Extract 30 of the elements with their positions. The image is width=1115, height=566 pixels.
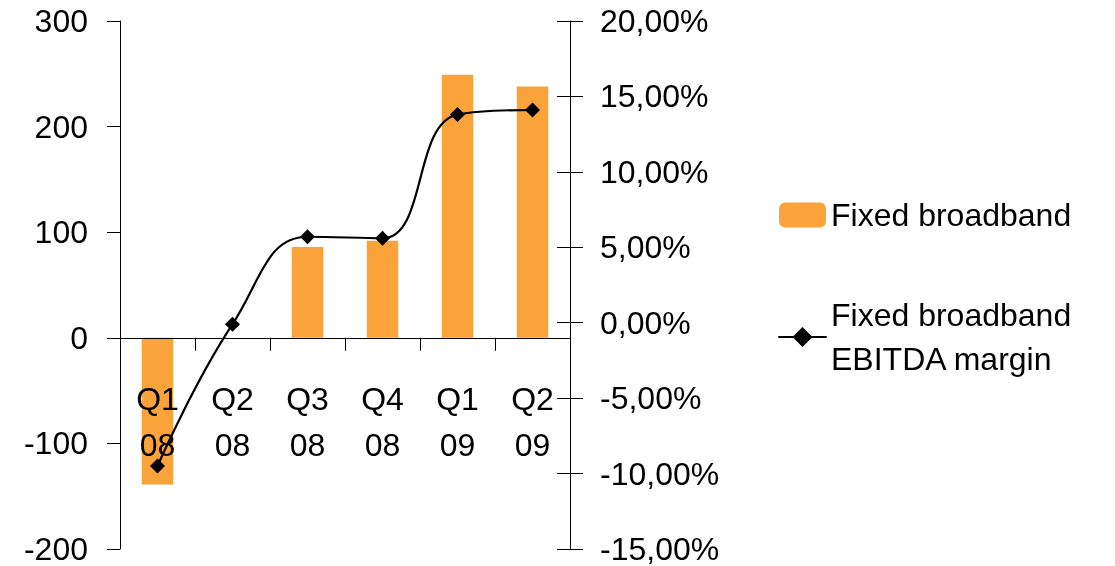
y2-tick-label: 0,00%	[600, 304, 691, 341]
x-tick-label: Q4 08	[361, 380, 404, 463]
y-tick-label: 300	[34, 3, 88, 39]
y2-tick-label: -10,00%	[600, 455, 720, 492]
point	[450, 107, 465, 123]
y-tick-label: -100	[23, 425, 88, 462]
point	[525, 102, 540, 118]
bar	[441, 74, 474, 338]
y2-tick-label: 15,00%	[600, 78, 709, 115]
y-tick-label: -200	[23, 531, 88, 566]
x-tick-label: Q3 08	[286, 380, 329, 463]
y2-tick-label: 20,00%	[600, 3, 709, 39]
y2-tick-label: 5,00%	[600, 229, 691, 266]
point	[225, 316, 240, 332]
point	[375, 230, 390, 246]
bar	[291, 246, 324, 338]
bar	[366, 240, 399, 338]
y2-tick-label: 10,00%	[600, 153, 709, 190]
y-tick-label: 0	[70, 319, 88, 356]
y-tick-label: 100	[34, 214, 88, 251]
legend-label: Fixed broadband EBITDA margin	[831, 297, 1081, 377]
y-tick-label: 200	[34, 108, 88, 145]
x-tick-label: Q2 09	[511, 380, 554, 463]
point	[300, 229, 315, 245]
legend-label: Fixed broadband	[831, 197, 1072, 233]
x-tick-label: Q1 09	[436, 380, 479, 463]
bar	[516, 86, 549, 338]
y2-tick-label: -15,00%	[600, 531, 720, 566]
x-tick-label: Q2 08	[211, 380, 254, 463]
y2-tick-label: -5,00%	[600, 380, 702, 417]
